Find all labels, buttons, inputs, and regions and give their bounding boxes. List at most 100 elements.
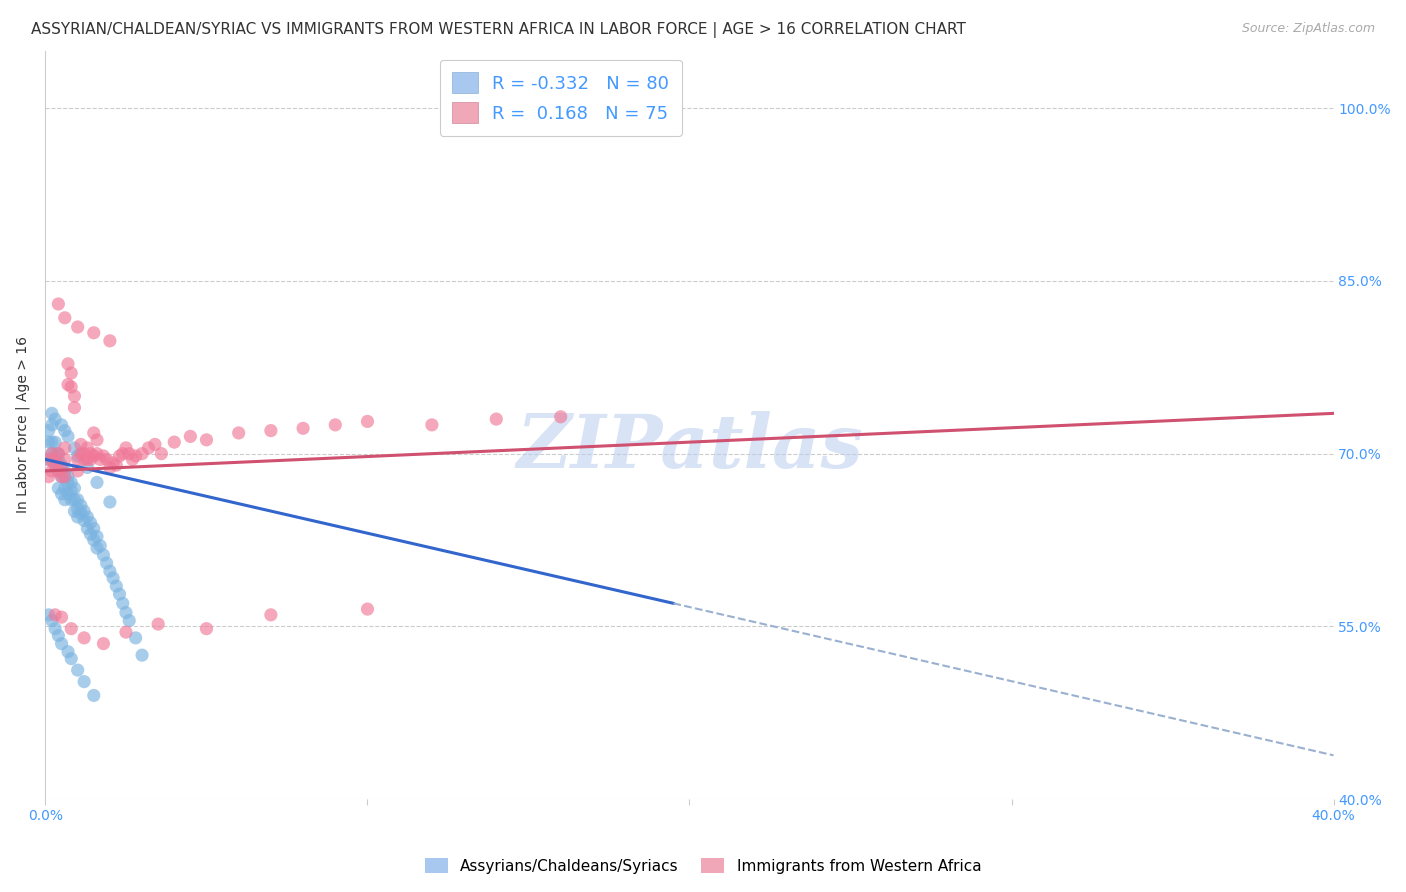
- Point: [73, 452, 96, 467]
- Point: [108, 449, 131, 463]
- Point: [48, 452, 70, 467]
- Point: [195, 622, 218, 636]
- Point: [48, 458, 70, 472]
- Point: [260, 424, 283, 438]
- Point: [108, 587, 131, 601]
- Point: [66, 449, 89, 463]
- Point: [138, 441, 160, 455]
- Point: [93, 637, 115, 651]
- Point: [70, 447, 93, 461]
- Point: [118, 614, 141, 628]
- Point: [148, 617, 170, 632]
- Text: ASSYRIAN/CHALDEAN/SYRIAC VS IMMIGRANTS FROM WESTERN AFRICA IN LABOR FORCE | AGE : ASSYRIAN/CHALDEAN/SYRIAC VS IMMIGRANTS F…: [31, 22, 966, 38]
- Point: [48, 447, 70, 461]
- Point: [53, 469, 76, 483]
- Point: [66, 452, 89, 467]
- Point: [96, 452, 118, 467]
- Point: [51, 464, 73, 478]
- Point: [89, 539, 111, 553]
- Point: [51, 487, 73, 501]
- Point: [105, 458, 128, 472]
- Point: [66, 510, 89, 524]
- Text: ZIPatlas: ZIPatlas: [516, 411, 863, 483]
- Point: [86, 475, 108, 490]
- Point: [101, 571, 124, 585]
- Point: [53, 310, 76, 325]
- Point: [38, 452, 60, 467]
- Point: [292, 421, 315, 435]
- Point: [51, 469, 73, 483]
- Point: [38, 424, 60, 438]
- Point: [51, 460, 73, 475]
- Point: [121, 452, 143, 467]
- Point: [41, 406, 63, 420]
- Point: [93, 548, 115, 562]
- Point: [53, 469, 76, 483]
- Point: [76, 452, 98, 467]
- Point: [56, 487, 79, 501]
- Point: [83, 449, 105, 463]
- Point: [53, 464, 76, 478]
- Point: [60, 622, 83, 636]
- Point: [63, 389, 86, 403]
- Point: [48, 464, 70, 478]
- Point: [260, 607, 283, 622]
- Point: [56, 469, 79, 483]
- Point: [115, 625, 138, 640]
- Point: [131, 648, 153, 662]
- Point: [44, 452, 66, 467]
- Point: [51, 417, 73, 432]
- Point: [48, 447, 70, 461]
- Point: [228, 425, 250, 440]
- Point: [86, 541, 108, 555]
- Point: [79, 516, 101, 530]
- Legend: R = -0.332   N = 80, R =  0.168   N = 75: R = -0.332 N = 80, R = 0.168 N = 75: [440, 60, 682, 136]
- Point: [56, 645, 79, 659]
- Point: [70, 507, 93, 521]
- Point: [41, 435, 63, 450]
- Point: [56, 357, 79, 371]
- Point: [83, 689, 105, 703]
- Point: [150, 447, 173, 461]
- Point: [76, 460, 98, 475]
- Point: [79, 527, 101, 541]
- Point: [63, 504, 86, 518]
- Point: [98, 460, 121, 475]
- Point: [356, 602, 378, 616]
- Point: [38, 435, 60, 450]
- Point: [56, 429, 79, 443]
- Point: [83, 533, 105, 547]
- Point: [76, 441, 98, 455]
- Point: [73, 631, 96, 645]
- Point: [101, 456, 124, 470]
- Point: [79, 452, 101, 467]
- Point: [48, 629, 70, 643]
- Point: [98, 564, 121, 578]
- Point: [356, 414, 378, 428]
- Point: [66, 502, 89, 516]
- Point: [485, 412, 508, 426]
- Point: [41, 452, 63, 467]
- Point: [73, 504, 96, 518]
- Point: [53, 441, 76, 455]
- Point: [51, 458, 73, 472]
- Point: [41, 614, 63, 628]
- Point: [60, 380, 83, 394]
- Point: [73, 674, 96, 689]
- Point: [73, 447, 96, 461]
- Point: [66, 663, 89, 677]
- Point: [53, 452, 76, 467]
- Point: [53, 424, 76, 438]
- Point: [38, 452, 60, 467]
- Point: [86, 447, 108, 461]
- Point: [48, 481, 70, 495]
- Point: [83, 326, 105, 340]
- Point: [163, 435, 186, 450]
- Point: [115, 441, 138, 455]
- Point: [53, 481, 76, 495]
- Point: [83, 521, 105, 535]
- Point: [93, 449, 115, 463]
- Point: [86, 530, 108, 544]
- Point: [44, 458, 66, 472]
- Point: [41, 417, 63, 432]
